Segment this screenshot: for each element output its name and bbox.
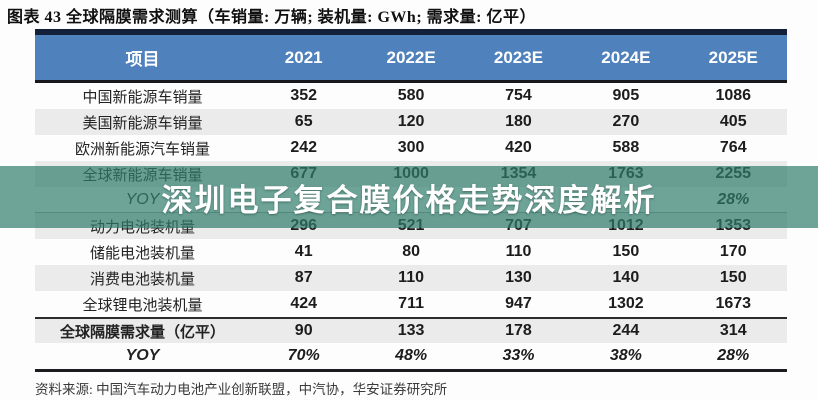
row-value: 2255 [715, 165, 752, 182]
header-cell-year: 2021 [284, 47, 323, 67]
row-value: 65 [294, 113, 313, 130]
row-value: 244 [612, 322, 640, 339]
row-value: 352 [290, 87, 318, 104]
row-value: 905 [612, 87, 640, 104]
row-value: 130 [505, 269, 532, 286]
row-label: 动力电池装机量 [89, 219, 195, 236]
row-value: 180 [505, 113, 532, 130]
row-value: 80 [402, 243, 420, 260]
row-value: 28% [717, 190, 750, 208]
row-value: 38% [609, 347, 642, 364]
row-value: 711 [398, 295, 424, 312]
row-value: 754 [505, 87, 532, 104]
row-value: 764 [719, 139, 747, 156]
header-cell-item: 项目 [125, 50, 160, 69]
separator-demand-table: 项目 2021 2022E 2023E 2024E 2025E 中国新能源车销量 352 58… [35, 29, 787, 372]
row-value: 1353 [715, 217, 752, 234]
header-cell-year: 2022E [386, 47, 436, 67]
table-body: 中国新能源车销量 352 580 754 905 1086 美国新能源车销量 65 120 180… [35, 83, 787, 372]
row-value: 1673 [715, 295, 752, 312]
row-value: 150 [719, 269, 747, 286]
row-value: 110 [398, 269, 424, 286]
row-value: 588 [612, 139, 640, 156]
row-value: 70% [287, 347, 320, 364]
row-value: 1012 [608, 217, 644, 234]
row-value: 1086 [715, 87, 752, 104]
row-value: 314 [719, 322, 747, 339]
row-value: 420 [505, 139, 532, 156]
table-row: 动力电池装机量 296 521 707 1012 1353 [35, 213, 787, 239]
row-value: 947 [505, 295, 532, 312]
table-row: 中国新能源车销量 352 580 754 905 1086 [35, 83, 787, 109]
row-value: 521 [397, 217, 425, 234]
row-value: 300 [397, 139, 425, 156]
row-label: 欧洲新能源汽车销量 [74, 141, 210, 158]
row-value: 120 [397, 113, 425, 130]
row-value: 133 [397, 322, 425, 339]
row-value: 110 [505, 243, 532, 260]
row-value: 170 [719, 243, 747, 260]
row-value: 1354 [500, 165, 537, 182]
row-value: 150 [612, 243, 640, 260]
row-label: YOY [125, 347, 160, 364]
row-value: 1763 [608, 165, 644, 182]
row-label: 消费电池装机量 [89, 271, 195, 288]
row-value: 41 [294, 243, 313, 260]
header-cell-year: 2024E [601, 47, 651, 67]
row-value: 33% [502, 347, 535, 364]
table-row: 全球锂电池装机量 424 711 947 1302 1673 [35, 291, 787, 317]
row-label: YOY [125, 190, 160, 208]
row-value: 580 [397, 87, 425, 104]
row-value: 405 [719, 113, 747, 130]
row-value: 1000 [393, 165, 429, 182]
row-label: 中国新能源车销量 [82, 89, 203, 106]
row-value: 296 [290, 217, 318, 234]
table-header-row: 项目 2021 2022E 2023E 2024E 2025E [35, 29, 787, 83]
row-value: 270 [612, 113, 640, 130]
row-value: 677 [290, 165, 318, 182]
row-value: 178 [505, 322, 532, 339]
table-row: YOY 70% 48% 33% 38% 28% [35, 343, 787, 369]
table-row: 美国新能源车销量 65 120 180 270 405 [35, 109, 787, 135]
row-value: 1302 [608, 295, 644, 312]
table-row: 储能电池装机量 41 80 110 150 170 [35, 239, 787, 265]
header-cell-year: 2025E [708, 47, 758, 67]
row-value: 140 [612, 269, 640, 286]
row-value: 90 [294, 322, 313, 339]
row-label: 储能电池装机量 [89, 245, 195, 262]
row-value: 87 [294, 269, 313, 286]
figure-title: 图表 43 全球隔膜需求测算（车销量: 万辆; 装机量: GWh; 需求量: 亿… [7, 9, 536, 26]
row-value: 28% [717, 347, 750, 364]
table-row: 欧洲新能源汽车销量 242 300 420 588 764 [35, 135, 787, 161]
row-label: 全球隔膜需求量（亿平） [59, 324, 225, 341]
table-row: 全球新能源车销量 677 1000 1354 1763 2255 [35, 161, 787, 187]
row-value: 707 [505, 217, 532, 234]
source-note: 资料来源: 中国汽车动力电池产业创新联盟，中汽协，华安证券研究所 [35, 382, 448, 397]
row-label: 全球新能源车销量 [82, 167, 203, 184]
table-row: 全球隔膜需求量（亿平） 90 133 178 244 314 [35, 317, 787, 343]
table-row: 消费电池装机量 87 110 130 140 150 [35, 265, 787, 291]
header-cell-year: 2023E [493, 47, 544, 67]
row-value: 424 [290, 295, 318, 312]
row-label: 全球锂电池装机量 [82, 297, 203, 314]
row-label: 美国新能源车销量 [82, 115, 203, 132]
table-row: YOY 28% [35, 187, 787, 213]
row-value: 48% [395, 347, 428, 364]
row-value: 242 [290, 139, 318, 156]
